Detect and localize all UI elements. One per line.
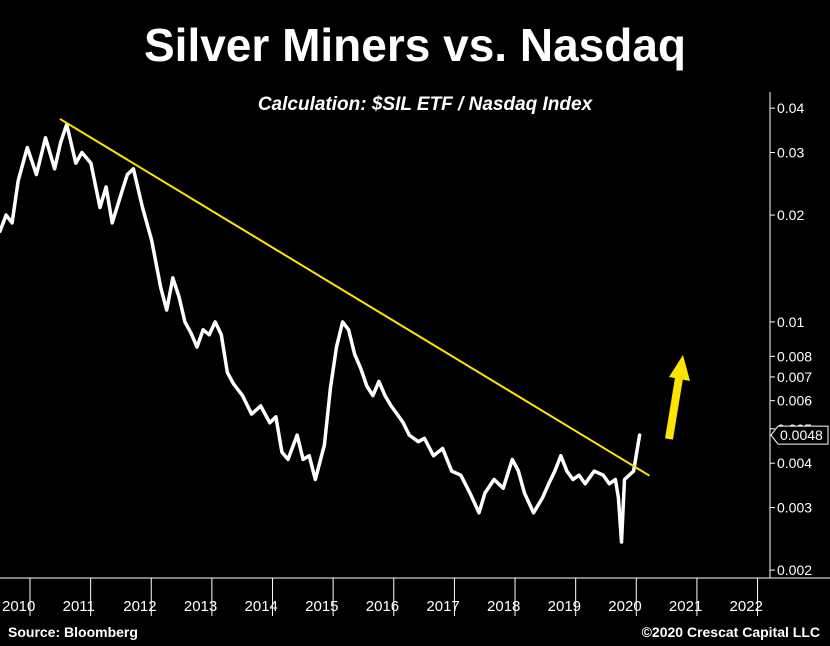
y-tick-label: 0.003 <box>777 500 812 516</box>
x-axis: 2010 2011 2012 2013 2014 2015 2016 2017 2018 2019… <box>0 577 830 616</box>
y-tick-label: 0.008 <box>777 348 812 364</box>
y-axis: 0.0020.0030.0040.0050.0060.0070.0080.010… <box>769 92 829 578</box>
last-value-marker <box>770 425 829 445</box>
y-tick-label: 0.01 <box>777 314 804 330</box>
x-tick-label: 2013 <box>184 598 217 615</box>
x-tick-label: 2017 <box>426 598 459 615</box>
y-tick-label: 0.02 <box>777 207 804 223</box>
copyright-note: ©2020 Crescat Capital LLC <box>641 624 820 640</box>
last-value-label: 0.0048 <box>780 427 823 443</box>
x-tick-label: 2019 <box>548 598 581 615</box>
source-note: Source: Bloomberg <box>8 624 138 640</box>
x-tick-label: 2015 <box>305 598 338 615</box>
up-arrow-head <box>669 355 690 381</box>
y-tick-label: 0.03 <box>777 145 804 161</box>
y-tick-label: 0.006 <box>777 393 812 409</box>
x-tick-label: 2018 <box>487 598 520 615</box>
x-tick-label: 2010 <box>2 598 35 615</box>
x-tick-label: 2021 <box>669 598 702 615</box>
y-tick-label: 0.007 <box>777 369 812 385</box>
chart-subtitle: Calculation: $SIL ETF / Nasdaq Index <box>257 94 593 115</box>
chart-title: Silver Miners vs. Nasdaq <box>143 19 687 71</box>
y-tick-label: 0.002 <box>777 562 812 578</box>
up-arrow-shaft <box>665 377 683 440</box>
x-tick-label: 2014 <box>245 598 278 615</box>
y-tick-label: 0.04 <box>777 100 804 116</box>
x-tick-label: 2012 <box>123 598 156 615</box>
x-tick-label: 2020 <box>608 598 641 615</box>
series-line-sil-nasdaq-ratio <box>0 122 642 544</box>
annotations <box>665 355 690 440</box>
series-line-downtrend <box>59 118 650 477</box>
y-tick-label: 0.004 <box>777 455 812 471</box>
x-tick-label: 2011 <box>63 598 95 615</box>
x-tick-label: 2022 <box>730 598 763 615</box>
plot-area <box>0 118 650 544</box>
x-tick-label: 2016 <box>366 598 399 615</box>
